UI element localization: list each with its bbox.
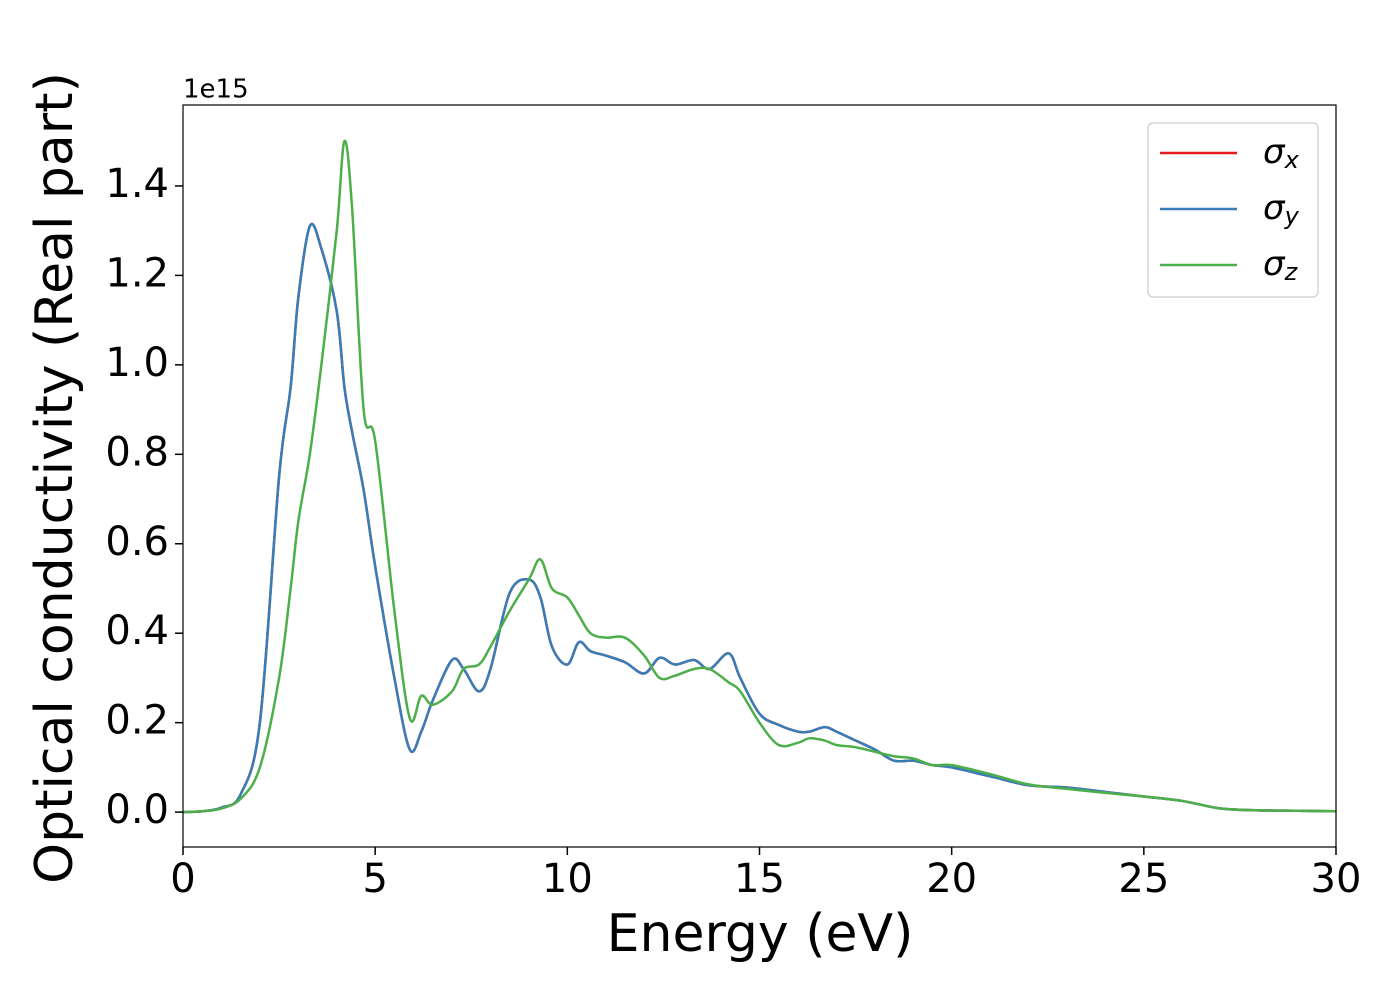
legend-label: σy — [1263, 188, 1300, 231]
x-tick-label: 30 — [1311, 856, 1362, 902]
x-tick-label: 0 — [170, 856, 195, 902]
x-tick-label: 20 — [926, 856, 977, 902]
x-axis-label: Energy (eV) — [607, 904, 914, 964]
y-tick-label: 0.6 — [105, 519, 169, 565]
plot-frame — [182, 104, 1337, 848]
y-offset-label: 1e15 — [183, 75, 249, 105]
y-tick-label: 1.4 — [105, 161, 169, 207]
legend-label: σx — [1263, 132, 1300, 175]
x-tick-label: 10 — [542, 856, 593, 902]
y-tick-label: 1.2 — [105, 250, 169, 296]
y-tick-label: 0.2 — [105, 698, 169, 744]
y-axis-label: Optical conductivity (Real part) — [25, 72, 85, 884]
legend-label: σz — [1263, 244, 1299, 287]
x-tick-label: 5 — [362, 856, 387, 902]
y-tick-label: 1.0 — [105, 340, 169, 386]
y-tick-label: 0.8 — [105, 429, 169, 475]
y-tick-label: 0.4 — [105, 608, 169, 654]
series-line — [183, 139, 1336, 814]
x-tick-label: 15 — [734, 856, 785, 902]
x-tick-label: 25 — [1118, 856, 1169, 902]
y-tick-label: 0.0 — [105, 787, 169, 833]
series-line — [183, 222, 1336, 814]
